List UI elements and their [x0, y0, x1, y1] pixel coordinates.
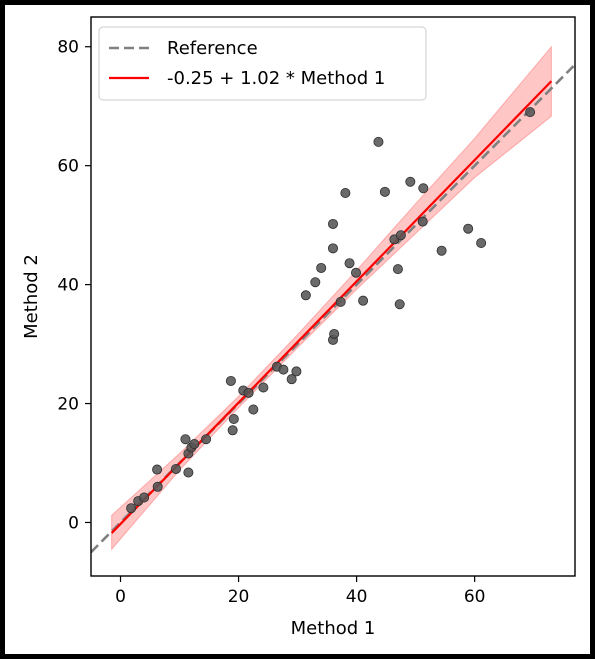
- legend: Reference -0.25 + 1.02 * Method 1: [98, 26, 427, 101]
- data-point: [525, 107, 536, 118]
- data-point: [152, 464, 163, 475]
- regression-line: [110, 80, 553, 534]
- data-point: [170, 463, 181, 474]
- x-tick-label: 20: [228, 587, 250, 607]
- data-point: [201, 434, 212, 445]
- data-point: [278, 364, 289, 375]
- data-point: [152, 481, 163, 492]
- confidence-band-layer: [111, 45, 552, 551]
- data-point: [327, 243, 338, 254]
- data-point: [417, 216, 428, 227]
- data-point: [286, 374, 297, 385]
- legend-label-reference: Reference: [167, 38, 258, 59]
- x-tick-label: 40: [346, 587, 368, 607]
- x-axis-ticks: 0 20 40 60: [115, 576, 485, 607]
- data-point: [394, 299, 405, 310]
- data-point: [291, 366, 302, 377]
- data-point: [373, 136, 384, 147]
- data-point: [258, 382, 269, 393]
- data-point: [225, 375, 236, 386]
- y-axis-ticks: 0 20 40 60 80: [57, 38, 91, 533]
- data-point: [344, 258, 355, 269]
- plot-border: [90, 16, 576, 577]
- y-tick-label: 0: [68, 513, 79, 533]
- data-point: [126, 503, 137, 514]
- y-tick-label: 20: [57, 395, 79, 415]
- y-tick-label: 40: [57, 276, 79, 296]
- x-tick-label: 0: [115, 587, 126, 607]
- data-point: [180, 434, 191, 445]
- data-point: [316, 262, 327, 273]
- x-tick-label: 60: [464, 587, 486, 607]
- data-point: [139, 492, 150, 503]
- data-point: [358, 295, 369, 306]
- legend-box: [98, 26, 427, 101]
- data-point: [327, 218, 338, 229]
- legend-label-regression: -0.25 + 1.02 * Method 1: [167, 68, 385, 89]
- data-point: [392, 264, 403, 275]
- data-point: [243, 387, 254, 398]
- data-point: [418, 183, 429, 194]
- data-point: [436, 245, 447, 256]
- data-point: [300, 290, 311, 301]
- data-point: [476, 237, 487, 248]
- x-axis-label: Method 1: [291, 618, 376, 639]
- data-point: [395, 230, 406, 241]
- data-point: [183, 467, 194, 478]
- data-point: [379, 186, 390, 197]
- data-point: [189, 438, 200, 449]
- data-points: [126, 107, 536, 514]
- y-tick-label: 60: [57, 157, 79, 177]
- data-point: [405, 176, 416, 187]
- data-point: [248, 404, 259, 415]
- y-tick-label: 80: [57, 38, 79, 58]
- data-point: [335, 296, 346, 307]
- confidence-band: [111, 45, 552, 551]
- data-point: [227, 425, 238, 436]
- data-point: [351, 267, 362, 278]
- y-axis-label: Method 2: [21, 254, 42, 339]
- data-point: [310, 277, 321, 288]
- data-point: [463, 223, 474, 234]
- data-point: [228, 414, 239, 425]
- data-point: [329, 328, 340, 339]
- data-point: [340, 188, 351, 199]
